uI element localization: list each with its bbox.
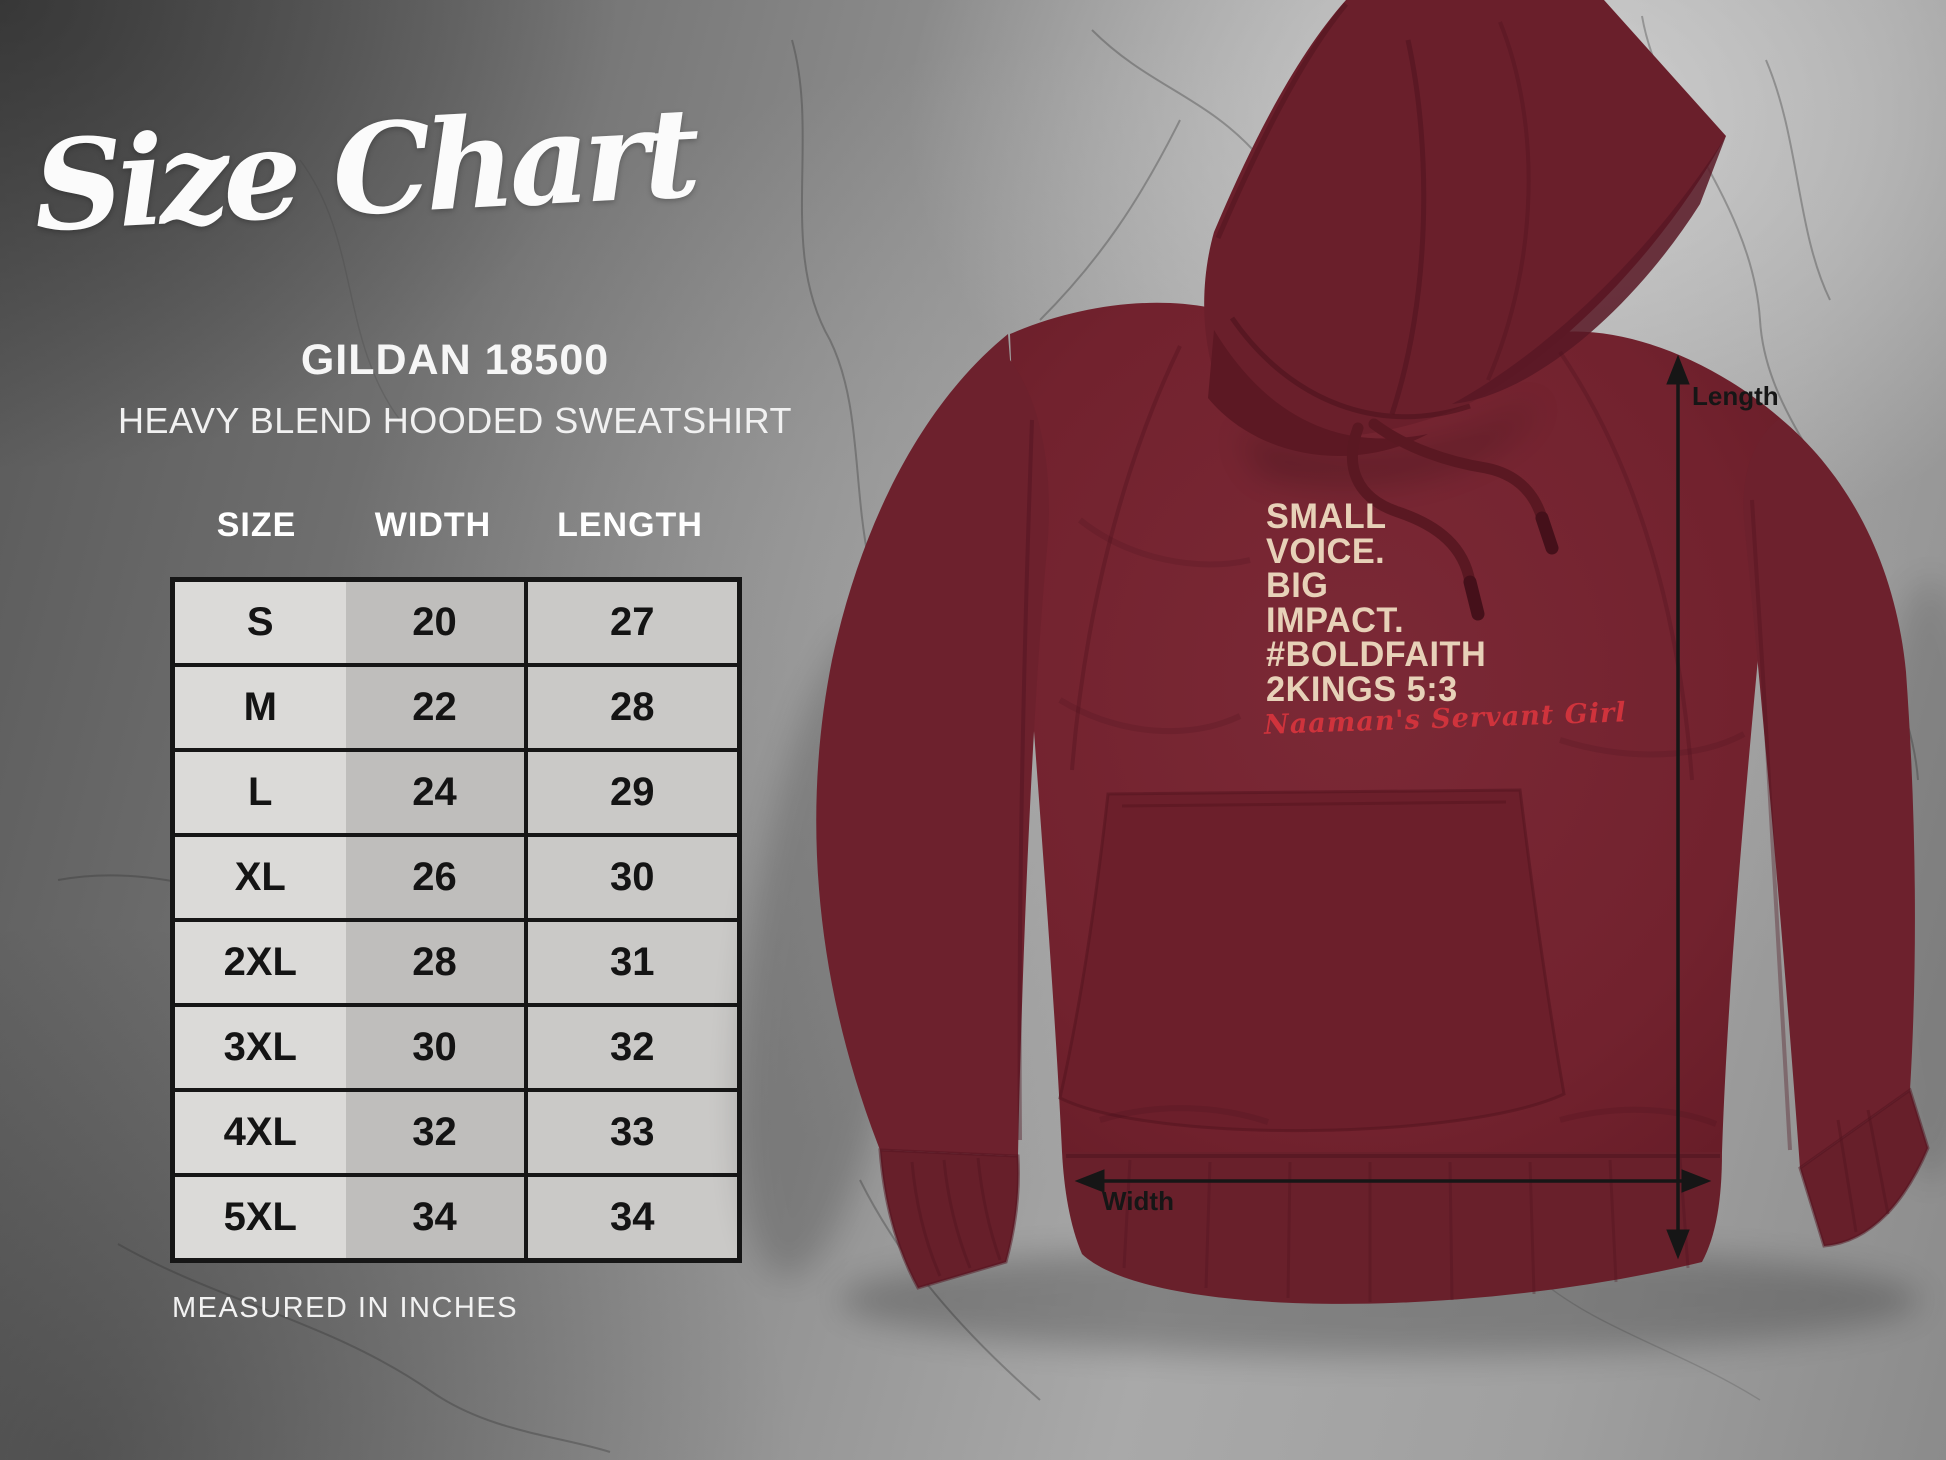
print-line: VOICE. [1266, 531, 1386, 571]
length-cell: 29 [523, 748, 740, 836]
print-line: SMALL [1266, 497, 1387, 536]
length-cell: 27 [523, 579, 740, 666]
pocket-stitch [1121, 800, 1507, 808]
table-row: M 22 28 [172, 663, 740, 751]
size-table: S 20 27 M 22 28 L 24 29 XL 26 30 2XL 28 [170, 577, 742, 1263]
hoodie-right-sleeve [1743, 418, 1915, 1168]
hoodie-right-cuff [1798, 1087, 1930, 1248]
drawstring [1368, 418, 1548, 524]
sleeve-seam [1750, 499, 1792, 1151]
table-row: L 24 29 [172, 748, 740, 836]
table-row: 5XL 34 34 [172, 1172, 740, 1261]
print-line: IMPACT. [1266, 600, 1405, 640]
width-label: Width [1102, 1186, 1174, 1216]
size-cell: XL [172, 833, 346, 920]
product-name: HEAVY BLEND HOODED SWEATSHIRT [118, 400, 792, 441]
hoodie-pocket [1058, 788, 1566, 1133]
print-line: BIG [1266, 566, 1329, 605]
column-header-width: WIDTH [374, 506, 492, 544]
neck-seam [1229, 316, 1471, 420]
width-cell: 28 [345, 917, 526, 1005]
hoodie-left-cuff [878, 1148, 1020, 1290]
brand-name: GILDAN 18500 [300, 336, 610, 384]
table-row: XL 26 30 [172, 833, 740, 920]
column-header-length: LENGTH [557, 506, 703, 544]
width-cell: 20 [345, 579, 526, 666]
column-header-size: SIZE [216, 506, 297, 544]
size-cell: 3XL [172, 1002, 346, 1090]
hoodie-print-text: SMALL VOICE. BIG IMPACT. #BOLDFAITH 2KIN… [1266, 497, 1589, 709]
length-cell: 34 [523, 1172, 740, 1261]
drawstring-aglet [1463, 575, 1485, 621]
length-cell: 30 [523, 833, 740, 920]
cuff-ribbing [910, 1109, 1890, 1277]
length-cell: 33 [523, 1087, 740, 1175]
table-row: 2XL 28 31 [172, 917, 740, 1005]
hoodie-left-sleeve [816, 334, 1049, 1156]
width-cell: 34 [345, 1172, 526, 1261]
width-cell: 24 [345, 748, 526, 836]
drawstring-aglet [1535, 511, 1559, 555]
table-row: S 20 27 [172, 579, 740, 666]
size-table-header: SIZE WIDTH LENGTH [170, 506, 737, 545]
table-row: 4XL 32 33 [172, 1087, 740, 1175]
fabric-wrinkles [1058, 517, 1746, 1127]
hoodie-drawstrings [1346, 418, 1559, 621]
raglan-seam [1558, 350, 1694, 781]
hood-shadow [1240, 400, 1540, 484]
size-cell: L [172, 748, 346, 836]
length-cell: 28 [523, 663, 740, 751]
print-line: 2KINGS 5:3 [1266, 669, 1458, 709]
raglan-seam [1070, 345, 1182, 771]
size-cell: 4XL [172, 1087, 346, 1175]
print-line: #BOLDFAITH [1266, 635, 1487, 674]
hood-creases [1215, 2, 1531, 415]
width-cell: 30 [345, 1002, 526, 1090]
hoodie-hood [1204, 0, 1726, 439]
table-row: 3XL 30 32 [172, 1002, 740, 1090]
width-cell: 26 [345, 833, 526, 920]
size-cell: M [172, 663, 346, 751]
drawstring [1346, 422, 1476, 588]
length-cell: 31 [523, 917, 740, 1005]
units-note: MEASURED IN INCHES [172, 1292, 519, 1324]
width-cell: 32 [345, 1087, 526, 1175]
hoodie-neckband [1208, 330, 1428, 457]
size-cell: 2XL [172, 917, 346, 1005]
size-cell: 5XL [172, 1172, 346, 1261]
size-cell: S [172, 579, 346, 666]
length-label: Length [1692, 381, 1779, 411]
width-cell: 22 [345, 663, 526, 751]
hoodie-hem [1062, 1152, 1722, 1304]
sleeve-seam [1017, 419, 1034, 1141]
length-cell: 32 [523, 1002, 740, 1090]
